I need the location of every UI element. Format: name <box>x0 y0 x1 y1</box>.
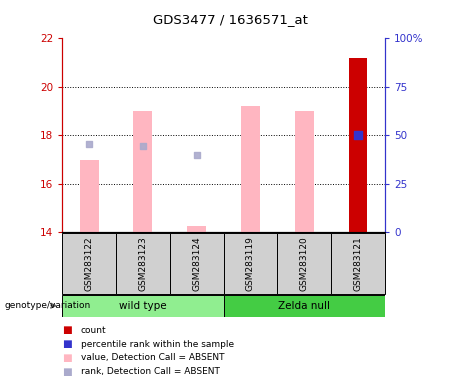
Point <box>355 132 362 138</box>
Bar <box>349 58 367 232</box>
Bar <box>62 295 224 317</box>
Text: GSM283123: GSM283123 <box>138 236 148 291</box>
Text: GSM283122: GSM283122 <box>85 236 94 291</box>
Text: ■: ■ <box>62 367 72 377</box>
Text: percentile rank within the sample: percentile rank within the sample <box>81 339 234 349</box>
Text: count: count <box>81 326 106 335</box>
Point <box>193 152 201 158</box>
Text: GSM283121: GSM283121 <box>354 236 362 291</box>
Bar <box>224 233 278 294</box>
Bar <box>331 233 385 294</box>
Text: ■: ■ <box>62 325 72 335</box>
Bar <box>224 295 385 317</box>
Bar <box>295 111 313 232</box>
Text: Zelda null: Zelda null <box>278 301 330 311</box>
Text: ■: ■ <box>62 353 72 363</box>
Text: rank, Detection Call = ABSENT: rank, Detection Call = ABSENT <box>81 367 219 376</box>
Text: GSM283120: GSM283120 <box>300 236 309 291</box>
Bar <box>170 233 224 294</box>
Bar <box>80 160 99 232</box>
Text: value, Detection Call = ABSENT: value, Detection Call = ABSENT <box>81 353 224 362</box>
Bar <box>62 233 116 294</box>
Bar <box>278 233 331 294</box>
Text: ■: ■ <box>62 339 72 349</box>
Text: wild type: wild type <box>119 301 167 311</box>
Point <box>85 141 93 147</box>
Bar <box>116 233 170 294</box>
Text: GSM283124: GSM283124 <box>192 236 201 291</box>
Bar <box>134 111 152 232</box>
Bar <box>187 226 206 232</box>
Bar <box>241 106 260 232</box>
Text: GSM283119: GSM283119 <box>246 236 255 291</box>
Point <box>139 143 147 149</box>
Text: GDS3477 / 1636571_at: GDS3477 / 1636571_at <box>153 13 308 26</box>
Text: genotype/variation: genotype/variation <box>5 301 91 310</box>
